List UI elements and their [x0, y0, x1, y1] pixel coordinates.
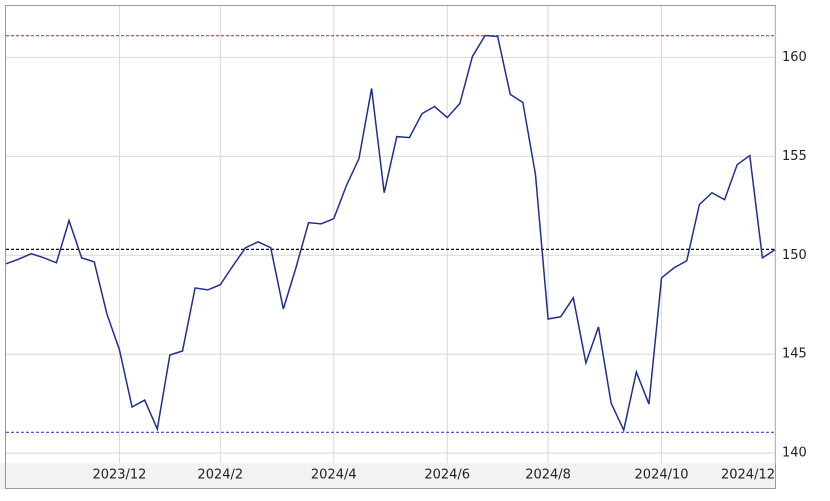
x-tick-label: 2024/6: [424, 468, 470, 483]
y-tick-label: 145: [782, 347, 807, 362]
price-line: [5, 34, 776, 433]
x-tick-label: 2023/12: [92, 468, 146, 483]
x-tick-label: 2024/8: [525, 468, 571, 483]
x-axis-band: [0, 463, 776, 489]
x-tick-label: 2024/4: [311, 468, 357, 483]
y-tick-label: 160: [782, 50, 807, 65]
x-tick-label: 2024/2: [197, 468, 243, 483]
x-tick-label: 2024/10: [635, 468, 689, 483]
y-tick-label: 140: [782, 446, 807, 461]
plot-frame: [5, 5, 776, 489]
x-tick-label: 2024/12: [721, 468, 775, 483]
y-tick-label: 155: [782, 149, 807, 164]
y-tick-label: 150: [782, 248, 807, 263]
